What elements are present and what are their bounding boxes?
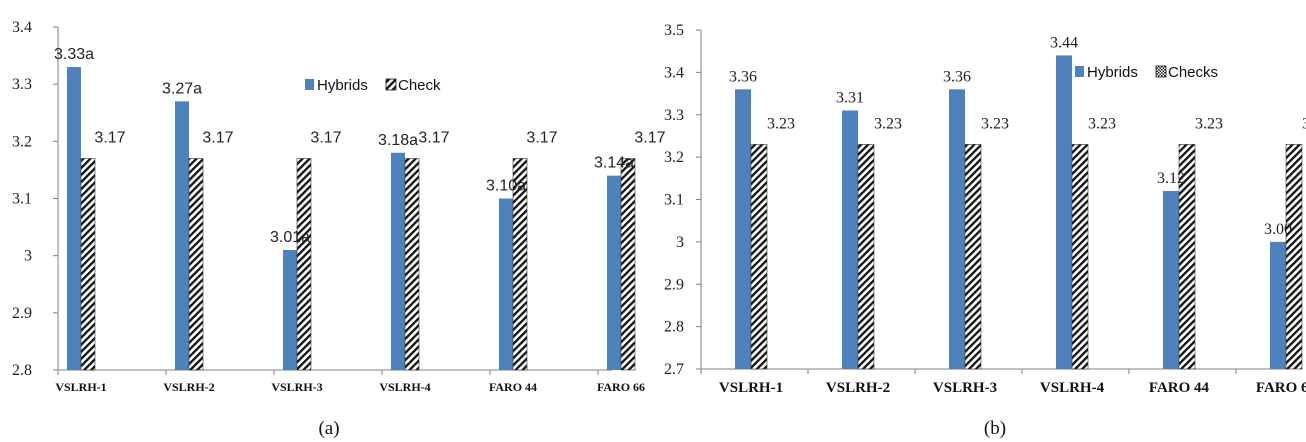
bar-hybrids-b: [1270, 241, 1286, 369]
bar-hybrids-a: [391, 152, 405, 370]
panel-label-b: (b): [984, 418, 1006, 439]
x-tick-label-b: VSLRH-4: [1040, 380, 1105, 396]
chart-a-legend: Hybrids Check: [305, 77, 441, 94]
bar-hybrids-a: [283, 249, 297, 370]
bar-hybrids-a: [67, 67, 81, 371]
chart-a-bars: [67, 67, 636, 371]
bar-check-b: [1071, 144, 1089, 370]
x-tick-label-b: FARO 44: [1149, 380, 1210, 396]
data-label-check-b: 3.23: [981, 115, 1009, 132]
data-label-hybrids-a: 3.33a: [54, 46, 94, 63]
data-label-hybrids-b: 3.12: [1157, 170, 1185, 187]
bar-check-b: [857, 144, 875, 370]
chart-panel-a: 2.8 2.9 3 3.1 3.2 3.3 3.4 VSLRH-1 VSLRH-2 VSLRH-3…: [12, 19, 666, 439]
bar-check-b: [750, 144, 768, 370]
legend-hybrids-label-a: Hybrids: [317, 77, 368, 94]
data-label-hybrids-a: 3.14a: [594, 155, 634, 172]
data-label-hybrids-b: 3.00: [1264, 221, 1292, 238]
data-label-check-a: 3.17: [634, 129, 665, 146]
legend-check-swatch-a: [385, 78, 397, 91]
y-tick-label-b: 3.2: [664, 149, 684, 166]
bar-check-b: [1178, 144, 1196, 370]
bar-check-b: [964, 144, 982, 370]
data-label-check-b: 3.23: [1088, 115, 1116, 132]
data-label-hybrids-a: 3.27a: [162, 80, 202, 97]
y-tick-label-a: 2.8: [12, 362, 32, 379]
bar-check-a: [620, 158, 636, 371]
y-tick-label-b: 3: [676, 234, 684, 251]
data-label-hybrids-a: 3.18a: [378, 132, 418, 149]
y-tick-label-b: 3.1: [664, 192, 684, 209]
bar-hybrids-b: [842, 110, 858, 369]
x-tick-label-a: VSLRH-2: [163, 380, 214, 394]
legend-check-label-a: Check: [398, 77, 441, 94]
data-label-check-b: 3.23: [1302, 115, 1306, 132]
x-tick-label-a: FARO 66: [597, 380, 645, 394]
chart-b-axes: 2.7 2.8 2.9 3 3.1 3.2 3.3 3.4 3.5 VSLRH-1 VSLRH-2 V…: [664, 22, 1306, 396]
panel-label-a: (a): [318, 418, 339, 439]
bar-check-a: [296, 158, 312, 371]
chart-b-data-labels: 3.36 3.23 3.31 3.23 3.36 3.23 3.44 3.23 3.12 3.23…: [729, 34, 1306, 237]
bar-hybrids-b: [949, 89, 965, 369]
y-tick-label-a: 2.9: [12, 305, 32, 322]
bar-hybrids-a: [499, 198, 513, 370]
data-label-check-a: 3.17: [310, 129, 341, 146]
bar-check-a: [80, 158, 96, 371]
y-tick-label-b: 3.4: [664, 64, 684, 81]
y-tick-label-b: 2.8: [664, 319, 684, 336]
x-tick-label-b: FARO 66: [1256, 380, 1306, 396]
x-tick-label-a: VSLRH-3: [271, 380, 322, 394]
y-tick-label-a: 3.4: [12, 19, 32, 36]
data-label-hybrids-b: 3.36: [729, 68, 757, 85]
data-label-hybrids-b: 3.31: [836, 90, 864, 107]
data-label-hybrids-b: 3.36: [943, 68, 971, 85]
chart-a-axes: 2.8 2.9 3 3.1 3.2 3.3 3.4 VSLRH-1 VSLRH-2 VSLRH-3…: [12, 19, 645, 394]
x-tick-label-b: VSLRH-3: [933, 380, 997, 396]
x-tick-label-b: VSLRH-2: [826, 380, 890, 396]
chart-b-legend: Hybrids Checks: [1075, 64, 1218, 81]
y-tick-label-a: 3.2: [12, 133, 32, 150]
y-tick-label-b: 3.3: [664, 107, 684, 124]
data-label-check-b: 3.23: [1195, 115, 1223, 132]
bar-check-a: [512, 158, 528, 371]
data-label-hybrids-a: 3.01a: [270, 229, 310, 246]
bar-check-a: [404, 158, 420, 371]
y-tick-label-a: 3.3: [12, 76, 32, 93]
data-label-check-a: 3.17: [202, 129, 233, 146]
legend-checks-swatch-b: [1155, 65, 1167, 78]
data-label-check-a: 3.17: [418, 129, 449, 146]
bar-check-b: [1285, 144, 1303, 370]
bar-hybrids-b: [1056, 55, 1072, 370]
x-tick-label-a: VSLRH-4: [379, 380, 430, 394]
data-label-hybrids-a: 3.10a: [486, 178, 526, 195]
data-label-check-b: 3.23: [874, 115, 902, 132]
y-tick-label-a: 3: [24, 248, 32, 265]
bar-hybrids-b: [1163, 191, 1179, 369]
chart-b-bars: [735, 55, 1303, 370]
y-tick-label-b: 2.7: [664, 361, 684, 378]
bar-hybrids-b: [735, 89, 751, 369]
data-label-check-a: 3.17: [526, 129, 557, 146]
legend-hybrids-swatch-b: [1075, 66, 1084, 77]
legend-hybrids-swatch-a: [305, 79, 314, 90]
y-tick-label-b: 3.5: [664, 22, 684, 39]
y-tick-label-b: 2.9: [664, 276, 684, 293]
legend-checks-label-b: Checks: [1168, 64, 1218, 81]
bar-hybrids-a: [175, 101, 189, 371]
bar-check-a: [188, 158, 204, 371]
y-tick-label-a: 3.1: [12, 191, 32, 208]
data-label-hybrids-b: 3.44: [1050, 34, 1078, 51]
legend-hybrids-label-b: Hybrids: [1087, 64, 1138, 81]
x-tick-label-a: FARO 44: [489, 380, 537, 394]
x-tick-label-b: VSLRH-1: [719, 380, 783, 396]
chart-panel-b: 2.7 2.8 2.9 3 3.1 3.2 3.3 3.4 3.5 VSLRH-1 VSLRH-2 V…: [664, 22, 1306, 439]
bar-hybrids-a: [607, 175, 621, 370]
x-tick-label-a: VSLRH-1: [55, 380, 106, 394]
data-label-check-b: 3.23: [767, 115, 795, 132]
data-label-check-a: 3.17: [94, 129, 125, 146]
